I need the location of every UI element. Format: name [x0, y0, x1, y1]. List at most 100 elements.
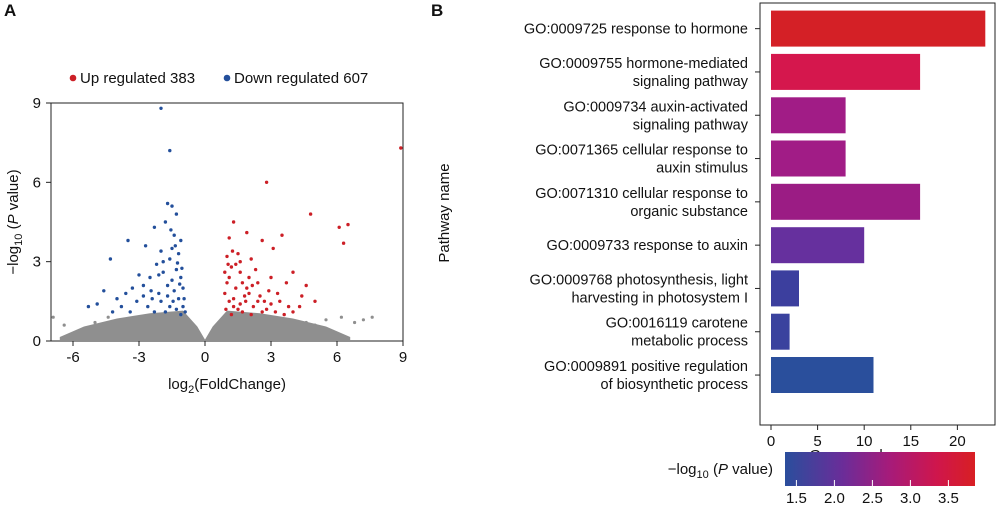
pathway-bar — [771, 97, 846, 134]
colorbar-tick-label: 3.0 — [900, 490, 921, 507]
volcano-point-up-regulated — [260, 238, 264, 243]
pathway-bar — [771, 270, 799, 307]
pathway-category-label: GO:0071365 cellular response to — [535, 143, 748, 159]
volcano-point-up-regulated — [240, 281, 245, 285]
volcano-x-tick-label: -3 — [132, 349, 145, 366]
volcano-point-up-regulated — [244, 299, 248, 303]
volcano-point-not-significant — [51, 315, 55, 319]
volcano-point-down-regulated — [170, 246, 174, 251]
pathway-bar-chart: GO:0009725 response to hormone GO:0009755… — [436, 2, 996, 464]
volcano-point-down-regulated — [168, 304, 172, 309]
volcano-point-down-regulated — [170, 204, 174, 208]
volcano-point-down-regulated — [115, 297, 119, 301]
volcano-point-up-regulated — [275, 291, 280, 296]
volcano-point-up-regulated — [223, 291, 227, 296]
volcano-point-down-regulated — [174, 307, 179, 311]
volcano-point-not-significant — [353, 320, 357, 325]
volcano-point-up-regulated — [230, 249, 235, 253]
volcano-point-down-regulated — [152, 310, 157, 314]
volcano-point-down-regulated — [137, 273, 141, 277]
volcano-point-down-regulated — [176, 252, 181, 256]
volcano-point-up-regulated — [227, 275, 231, 280]
volcano-point-up-regulated — [251, 304, 256, 309]
volcano-point-down-regulated — [169, 228, 173, 232]
volcano-point-up-regulated — [225, 281, 229, 285]
volcano-point-up-regulated — [236, 252, 240, 256]
bar-x-tick-label: 20 — [949, 433, 966, 450]
volcano-point-up-regulated — [269, 275, 273, 280]
volcano-point-up-regulated — [249, 257, 253, 261]
pathway-category-label: harvesting in photosystem I — [571, 290, 748, 306]
volcano-y-tick-label: 6 — [33, 174, 41, 191]
pathway-category-label: GO:0009725 response to hormone — [524, 22, 748, 38]
volcano-point-down-regulated — [161, 270, 165, 274]
volcano-point-up-regulated — [346, 222, 350, 227]
colorbar-tick-label: 1.5 — [786, 490, 807, 507]
volcano-point-down-regulated — [154, 262, 159, 266]
pathway-category-label: organic substance — [630, 204, 748, 220]
volcano-point-up-regulated — [227, 236, 231, 240]
volcano-point-up-regulated — [264, 180, 269, 184]
volcano-point-not-significant — [62, 323, 66, 327]
volcano-point-down-regulated — [176, 297, 181, 301]
pathway-category-labels: GO:0009725 response to hormone GO:0009755… — [524, 22, 760, 393]
volcano-point-down-regulated — [181, 286, 185, 290]
volcano-point-down-regulated — [124, 291, 128, 296]
volcano-x-tick-label: -6 — [66, 349, 79, 366]
bar-y-title: Pathway name — [436, 163, 453, 262]
volcano-point-down-regulated — [130, 286, 135, 290]
volcano-point-down-regulated — [171, 299, 175, 303]
volcano-point-down-regulated — [95, 302, 99, 306]
pathway-category-label: auxin stimulus — [656, 161, 748, 177]
volcano-point-down-regulated — [174, 212, 179, 216]
volcano-point-down-regulated — [148, 275, 152, 280]
volcano-point-not-significant — [304, 320, 308, 325]
pathway-bar — [771, 313, 790, 350]
volcano-y-axis: 0 3 6 9 — [33, 95, 51, 350]
volcano-x-axis: -6 -3 0 3 6 9 — [66, 341, 407, 366]
volcano-point-up-regulated — [234, 286, 238, 290]
volcano-point-down-regulated — [102, 289, 106, 293]
volcano-point-down-regulated — [152, 225, 157, 229]
volcano-point-down-regulated — [157, 291, 161, 296]
bar-x-axis: 0 5 10 15 20 — [767, 425, 966, 450]
pathway-category-label: GO:0009768 photosynthesis, light — [530, 272, 748, 288]
pathway-bar — [771, 53, 921, 90]
volcano-point-up-regulated — [231, 297, 236, 301]
volcano-point-up-regulated — [256, 281, 260, 285]
volcano-legend: Up regulated 383 Down regulated 607 — [69, 70, 368, 87]
volcano-point-up-regulated — [399, 146, 403, 150]
volcano-point-up-regulated — [304, 283, 308, 288]
bar-frame — [759, 2, 996, 426]
volcano-point-up-regulated — [223, 270, 227, 274]
neutral-points-cloud — [59, 310, 351, 341]
volcano-point-down-regulated — [180, 266, 184, 270]
legend-label-up: Up regulated 383 — [80, 70, 195, 87]
volcano-point-up-regulated — [278, 299, 282, 303]
pathway-category-label: metabolic process — [631, 334, 748, 350]
pathway-category-label: GO:0009891 positive regulation — [544, 359, 748, 375]
volcano-point-up-regulated — [226, 262, 230, 266]
pathway-category-label: of biosynthetic process — [601, 377, 749, 393]
volcano-point-up-regulated — [242, 294, 247, 298]
volcano-point-not-significant — [93, 320, 97, 325]
volcano-point-up-regulated — [313, 299, 317, 303]
colorbar: −log10 (P value) 1.5 2.0 2.5 3.0 3.5 — [668, 452, 975, 507]
volcano-y-title: −log10 (P value) — [5, 169, 25, 274]
volcano-point-down-regulated — [135, 299, 139, 303]
volcano-point-up-regulated — [250, 283, 254, 288]
volcano-point-up-regulated — [297, 304, 302, 309]
volcano-x-tick-label: 6 — [333, 349, 341, 366]
volcano-point-up-regulated — [273, 310, 278, 314]
volcano-point-not-significant — [106, 315, 110, 319]
pathway-category-label: signaling pathway — [633, 117, 749, 133]
volcano-x-title: log2(FoldChange) — [168, 376, 286, 396]
panel-label-a: A — [4, 1, 16, 20]
volcano-point-up-regulated — [247, 275, 251, 280]
volcano-point-not-significant — [339, 315, 343, 319]
volcano-x-tick-label: 9 — [399, 349, 407, 366]
volcano-point-up-regulated — [245, 230, 249, 235]
volcano-point-up-regulated — [238, 302, 242, 306]
volcano-point-up-regulated — [258, 294, 262, 298]
